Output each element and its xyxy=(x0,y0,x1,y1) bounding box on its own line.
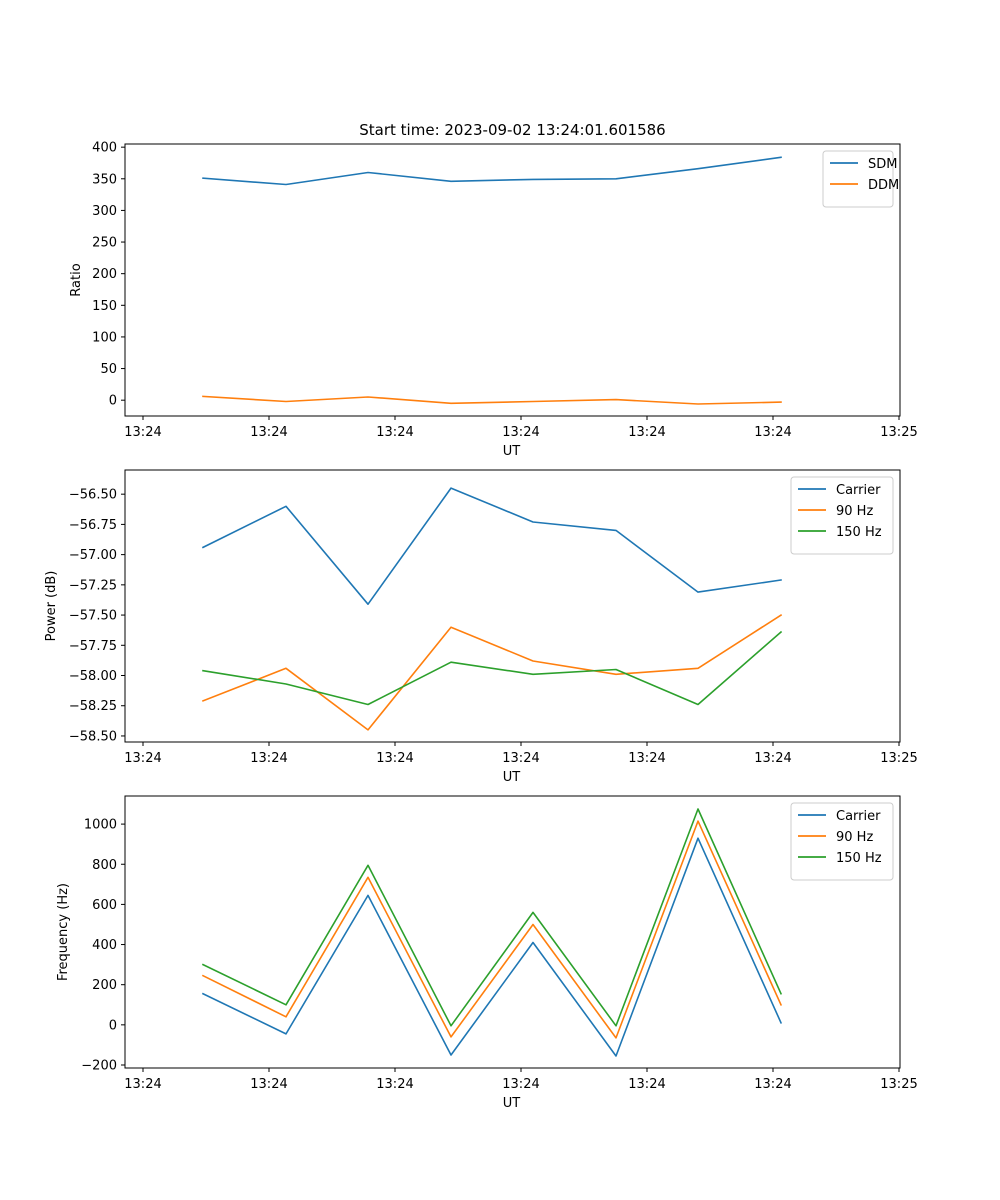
x-tick-label: 13:24 xyxy=(502,425,539,440)
x-axis-label: UT xyxy=(503,770,521,785)
legend-box xyxy=(790,802,894,881)
y-tick-label: 0 xyxy=(109,1018,117,1033)
x-axis-label: UT xyxy=(503,1096,521,1111)
x-tick-label: 13:24 xyxy=(502,751,539,766)
series-group xyxy=(202,156,782,405)
legend-box xyxy=(790,476,894,555)
y-tick-label: −200 xyxy=(81,1058,117,1073)
axes-frame xyxy=(124,469,901,743)
y-tick-label: −57.50 xyxy=(69,609,117,624)
y-tick-label: −56.50 xyxy=(69,488,117,503)
x-tick-label: 13:25 xyxy=(880,1077,917,1092)
legend-box xyxy=(822,150,894,208)
series-line-carrier xyxy=(201,487,782,606)
y-tick-label: 200 xyxy=(92,267,117,282)
x-tick-label: 13:24 xyxy=(250,1077,287,1092)
x-tick-label: 13:24 xyxy=(124,425,161,440)
chart-panel-3: 13:24 13:24 13:24 13:24 13:24 13:24 13:25 −200 0… xyxy=(56,795,918,1111)
x-tick-label: 13:24 xyxy=(628,751,665,766)
x-tick-label: 13:24 xyxy=(502,1077,539,1092)
y-tick-label: −56.75 xyxy=(69,518,117,533)
legend-label: DDM xyxy=(868,178,899,193)
legend: Carrier 90 Hz 150 Hz xyxy=(790,802,894,881)
x-tick-label: 13:24 xyxy=(250,751,287,766)
series-line-ddm xyxy=(202,395,782,405)
x-tick-label: 13:24 xyxy=(124,751,161,766)
series-line-150-hz xyxy=(202,630,783,706)
x-tick-label: 13:24 xyxy=(250,425,287,440)
legend: SDM DDM xyxy=(822,150,899,208)
y-axis-label: Frequency (Hz) xyxy=(56,883,71,981)
y-tick-label: 400 xyxy=(92,141,117,156)
x-tick-label: 13:25 xyxy=(880,751,917,766)
series-group xyxy=(201,808,783,1057)
x-tick-label: 13:24 xyxy=(376,1077,413,1092)
chart-title: Start time: 2023-09-02 13:24:01.601586 xyxy=(359,121,665,139)
y-tick-label: −57.75 xyxy=(69,639,117,654)
x-tick-label: 13:24 xyxy=(376,751,413,766)
x-tick-label: 13:24 xyxy=(376,425,413,440)
legend: Carrier 90 Hz 150 Hz xyxy=(790,476,894,555)
legend-label: SDM xyxy=(868,157,897,172)
legend-label: 90 Hz xyxy=(836,504,873,519)
x-tick-label: 13:24 xyxy=(754,1077,791,1092)
legend-label: Carrier xyxy=(836,809,881,824)
chart-panel-1: Start time: 2023-09-02 13:24:01.601586 13… xyxy=(69,121,918,459)
x-tick-label: 13:25 xyxy=(880,425,917,440)
y-tick-label: 400 xyxy=(92,938,117,953)
chart-panel-2: 13:24 13:24 13:24 13:24 13:24 13:24 13:25 −58.5… xyxy=(44,469,918,785)
y-tick-label: 800 xyxy=(92,858,117,873)
y-tick-label: 150 xyxy=(92,299,117,314)
y-tick-label: 250 xyxy=(92,236,117,251)
y-axis-label: Ratio xyxy=(69,263,84,296)
y-tick-label: 200 xyxy=(92,978,117,993)
y-tick-label: 100 xyxy=(92,330,117,345)
y-tick-label: −57.00 xyxy=(69,548,117,563)
y-tick-label: 50 xyxy=(100,362,117,377)
series-group xyxy=(201,487,783,731)
y-tick-label: −58.50 xyxy=(69,729,117,744)
y-tick-label: 600 xyxy=(92,898,117,913)
legend-label: 90 Hz xyxy=(836,830,873,845)
series-line-150-hz xyxy=(201,808,783,1027)
legend-label: 150 Hz xyxy=(836,851,882,866)
y-tick-label: 350 xyxy=(92,172,117,187)
y-tick-label: 0 xyxy=(109,394,117,409)
series-line-90-hz xyxy=(201,613,783,731)
y-tick-label: 300 xyxy=(92,204,117,219)
legend-label: 150 Hz xyxy=(836,525,882,540)
x-tick-label: 13:24 xyxy=(628,425,665,440)
x-axis-label: UT xyxy=(503,444,521,459)
y-tick-label: −58.00 xyxy=(69,669,117,684)
series-line-sdm xyxy=(202,156,782,186)
y-tick-label: −58.25 xyxy=(69,699,117,714)
y-axis-label: Power (dB) xyxy=(44,571,59,642)
series-line-90-hz xyxy=(201,820,783,1039)
x-tick-label: 13:24 xyxy=(124,1077,161,1092)
x-tick-label: 13:24 xyxy=(754,751,791,766)
axes-frame xyxy=(124,143,901,417)
y-tick-label: 1000 xyxy=(84,818,117,833)
x-tick-label: 13:24 xyxy=(754,425,791,440)
y-tick-label: −57.25 xyxy=(69,578,117,593)
series-line-carrier xyxy=(201,837,783,1057)
x-tick-label: 13:24 xyxy=(628,1077,665,1092)
legend-label: Carrier xyxy=(836,483,881,498)
axes-frame xyxy=(124,795,901,1069)
